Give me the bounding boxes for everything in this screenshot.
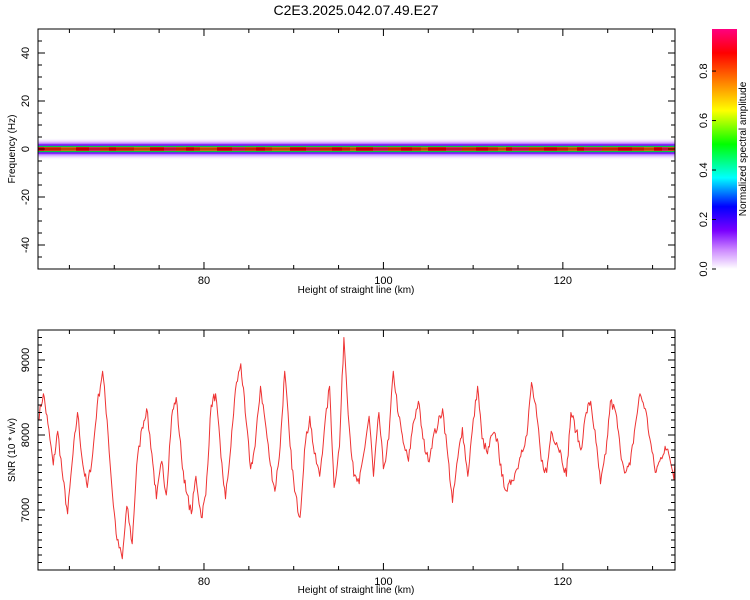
colorbar-label: Normalized spectral amplitude: [738, 81, 749, 216]
spectrogram-x-tick-label: 120: [554, 275, 572, 287]
colorbar-gradient: [712, 29, 737, 269]
snr-panel: 80 100 120 9000 8000 7000 Height of straight …: [7, 329, 676, 596]
spectrogram-ylabel: Frequency (Hz): [7, 115, 18, 184]
snr-frame: [37, 329, 676, 571]
spectrogram-y-tick-label: 40: [20, 47, 32, 59]
colorbar-tick-label: 0.4: [698, 162, 710, 177]
spectrogram-x-tick-label: 80: [198, 275, 210, 287]
spectrogram-y-tick-label: 20: [20, 95, 32, 107]
spectrogram-y-tick-label: -40: [20, 237, 32, 253]
colorbar-tick-label: 0.8: [698, 63, 710, 78]
spectrogram-panel: 80 100 120 40 20 0 -20 -40 Height of straight l…: [7, 28, 676, 296]
spectrogram-y-tick-label: 0: [20, 146, 32, 152]
chart-title: C2E3.2025.042.07.49.E27: [273, 2, 438, 18]
band-green-edge: [38, 145, 675, 148]
colorbar: 0.0 0.2 0.4 0.6 0.8 Normalized spectral ampl…: [698, 29, 749, 277]
spectrogram-x-tick-label: 100: [374, 275, 392, 287]
snr-x-tick-label: 100: [374, 576, 392, 588]
snr-y-tick-label: 7000: [20, 498, 32, 522]
snr-ylabel: SNR (10 * v/v): [7, 418, 18, 482]
band-green-edge: [38, 150, 675, 153]
colorbar-tick-label: 0.6: [698, 113, 710, 128]
spectrogram-y-tick-label: -20: [20, 189, 32, 205]
snr-x-tick-label: 80: [198, 576, 210, 588]
spectrogram-xlabel: Height of straight line (km): [298, 285, 415, 296]
snr-x-tick-label: 120: [554, 576, 572, 588]
colorbar-tick-label: 0.0: [698, 261, 710, 276]
snr-xlabel: Height of straight line (km): [298, 585, 415, 596]
snr-y-tick-label: 8000: [20, 423, 32, 447]
band-core: [38, 144, 675, 154]
snr-series-line: [38, 337, 675, 560]
snr-y-tick-label: 9000: [20, 348, 32, 372]
colorbar-tick-label: 0.2: [698, 212, 710, 227]
